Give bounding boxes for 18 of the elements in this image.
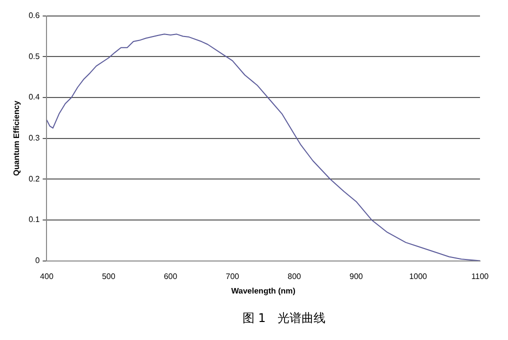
y-tick-label: 0.3	[28, 134, 40, 143]
x-axis-title: Wavelength (nm)	[231, 286, 296, 296]
y-tick-label: 0.6	[28, 11, 40, 20]
x-tick-label: 400	[40, 272, 54, 281]
x-tick-label: 600	[164, 272, 178, 281]
x-tick-label: 900	[350, 272, 364, 281]
y-tick-label: 0	[35, 256, 40, 266]
y-tick-label: 0.4	[28, 92, 40, 102]
x-tick-label: 500	[102, 272, 116, 281]
y-axis-title: Quantum Efficiency	[12, 100, 22, 176]
y-tick-label: 0.2	[28, 174, 40, 184]
x-tick-label: 1000	[409, 272, 428, 281]
x-tick-label: 800	[288, 272, 302, 281]
y-tick-label: 0.5	[28, 52, 40, 61]
y-tick-label: 0.1	[28, 215, 40, 224]
x-tick-label: 700	[226, 272, 240, 281]
x-tick-label: 1100	[471, 272, 490, 281]
caption: 图 1 光谱曲线	[241, 310, 327, 327]
